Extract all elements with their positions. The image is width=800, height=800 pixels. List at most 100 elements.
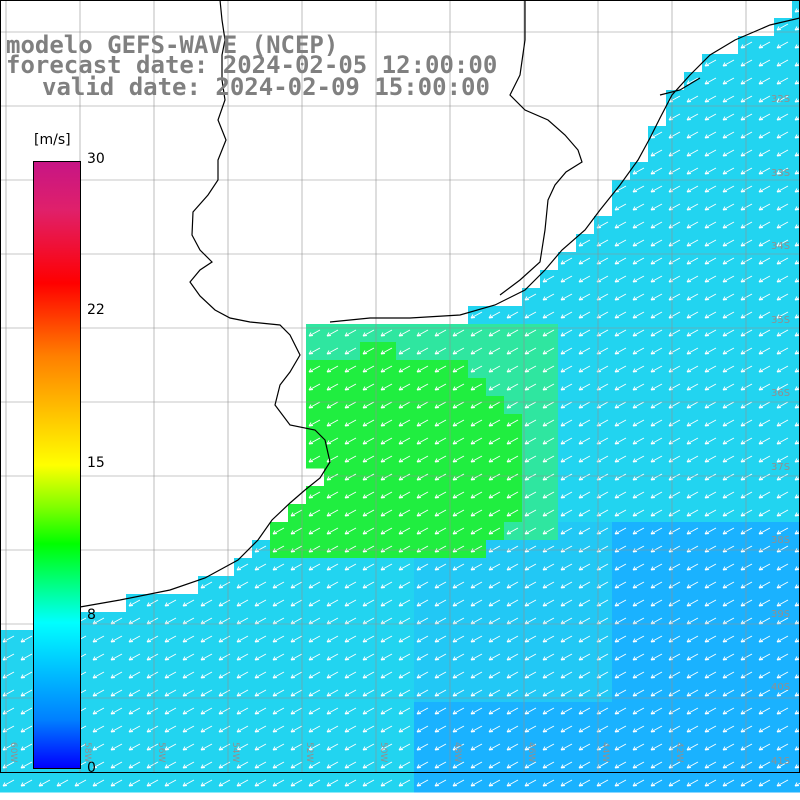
ocean-cell (450, 576, 469, 595)
ocean-cell (450, 324, 469, 343)
wind-arrow (272, 671, 285, 679)
ocean-cell (756, 126, 775, 145)
ocean-cell (756, 432, 775, 451)
ocean-cell (702, 666, 721, 685)
ocean-cell (594, 522, 613, 541)
ocean-cell (684, 504, 703, 523)
ocean-cell (756, 702, 775, 721)
wind-arrow (776, 707, 789, 715)
ocean-cell (774, 378, 793, 397)
ocean-cell (432, 468, 451, 487)
ocean-cell (450, 504, 469, 523)
wind-arrow (488, 347, 501, 355)
wind-arrow (236, 743, 249, 751)
wind-arrow (362, 455, 375, 463)
ocean-cell (450, 594, 469, 613)
ocean-cell (594, 540, 613, 559)
wind-arrow (488, 473, 501, 481)
ocean-cell (720, 576, 739, 595)
ocean-cell (522, 378, 541, 397)
ocean-cell (738, 720, 757, 739)
ocean-cell (360, 558, 379, 577)
wind-arrow (614, 635, 627, 643)
ocean-cell (468, 720, 487, 739)
wind-arrow (614, 257, 627, 265)
wind-arrow (380, 401, 393, 409)
ocean-cell (396, 666, 415, 685)
wind-arrow (326, 599, 339, 607)
ocean-cell (126, 666, 145, 685)
wind-arrow (560, 455, 573, 463)
ocean-cell (630, 216, 649, 235)
ocean-cell (450, 522, 469, 541)
wind-arrow (488, 599, 501, 607)
ocean-cell (342, 486, 361, 505)
wind-arrow (2, 635, 15, 643)
ocean-cell (306, 522, 325, 541)
ocean-cell (774, 522, 793, 541)
wind-arrow (20, 743, 33, 751)
wind-arrow (470, 599, 483, 607)
ocean-cell (756, 396, 775, 415)
ocean-cell (432, 540, 451, 559)
wind-arrow (272, 761, 285, 769)
ocean-cell (720, 684, 739, 703)
wind-arrow (308, 383, 321, 391)
ocean-cell (558, 630, 577, 649)
wind-arrow (524, 383, 537, 391)
wind-arrow (758, 59, 771, 67)
ocean-cell (288, 720, 307, 739)
wind-arrow (416, 365, 429, 373)
ocean-cell (342, 468, 361, 487)
ocean-cell (576, 522, 595, 541)
wind-arrow (650, 365, 663, 373)
wind-arrow (704, 347, 717, 355)
ocean-cell (360, 378, 379, 397)
wind-arrow (146, 671, 159, 679)
ocean-cell (306, 360, 325, 379)
ocean-cell (306, 396, 325, 415)
wind-arrow (668, 779, 681, 787)
wind-arrow (614, 581, 627, 589)
wind-arrow (794, 242, 800, 247)
wind-arrow (344, 473, 357, 481)
wind-arrow (380, 779, 393, 787)
ocean-cell (432, 756, 451, 775)
ocean-cell (684, 270, 703, 289)
ocean-cell (558, 756, 577, 775)
ocean-cell (648, 144, 667, 163)
ocean-cell (270, 666, 289, 685)
wind-arrow (416, 671, 429, 679)
ocean-cell (414, 648, 433, 667)
wind-arrow (524, 653, 537, 661)
wind-arrow (722, 635, 735, 643)
wind-arrow (506, 419, 519, 427)
ocean-cell (378, 504, 397, 523)
wind-arrow (794, 296, 800, 301)
ocean-cell (702, 414, 721, 433)
wind-arrow (344, 347, 357, 355)
ocean-cell (648, 594, 667, 613)
ocean-cell (648, 756, 667, 775)
ocean-cell (342, 630, 361, 649)
ocean-cell (792, 144, 800, 163)
ocean-cell (468, 576, 487, 595)
ocean-cell (450, 468, 469, 487)
wind-arrow (578, 527, 591, 535)
ocean-cell (144, 612, 163, 631)
wind-arrow (740, 581, 753, 589)
wind-arrow (686, 149, 699, 157)
wind-arrow (506, 365, 519, 373)
wind-arrow (560, 689, 573, 697)
wind-arrow (200, 707, 213, 715)
wind-arrow (146, 761, 159, 769)
wind-arrow (380, 527, 393, 535)
wind-arrow (344, 383, 357, 391)
wind-arrow (686, 347, 699, 355)
wind-arrow (380, 329, 393, 337)
wind-arrow (794, 386, 800, 391)
ocean-cell (558, 360, 577, 379)
wind-arrow (794, 278, 800, 283)
ocean-cell (666, 180, 685, 199)
wind-arrow (452, 581, 465, 589)
